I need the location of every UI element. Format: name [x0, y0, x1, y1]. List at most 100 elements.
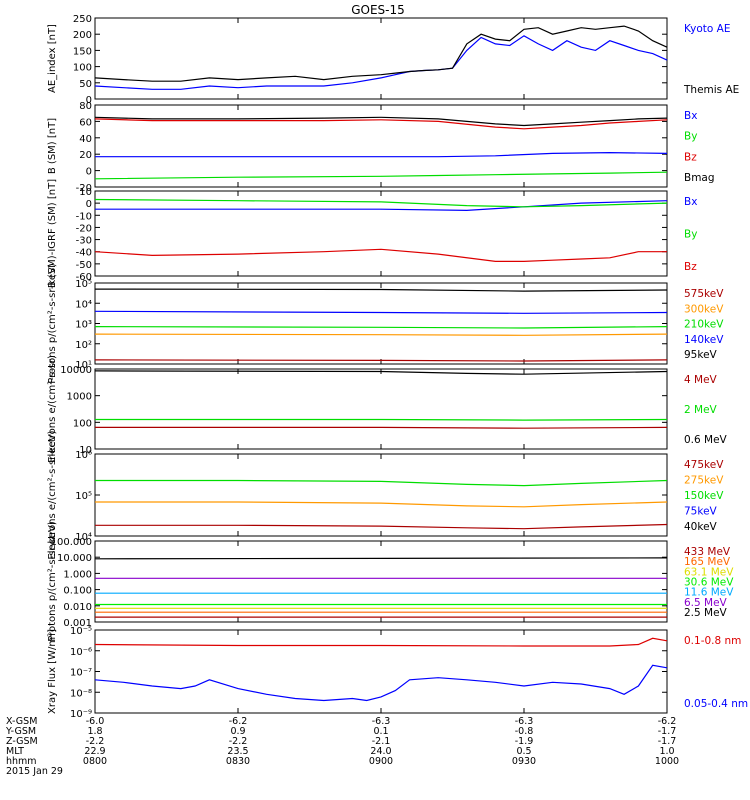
- y-tick-label: 40: [79, 134, 92, 145]
- series-line-0-1-0-8-nm: [94, 637, 668, 647]
- y-tick-label: -30: [76, 236, 92, 247]
- y-tick-label: -10: [76, 211, 92, 222]
- y-axis-label: AE_index [nT]: [47, 24, 58, 93]
- legend-entry: 140keV: [684, 334, 724, 346]
- footer-value: 1.0: [659, 746, 674, 757]
- footer-value: 0.5: [516, 746, 531, 757]
- panel-frame: [94, 282, 668, 365]
- y-tick-label: 60: [79, 117, 92, 128]
- y-tick-label: 100: [73, 418, 92, 429]
- y-tick-label: 10000: [60, 365, 92, 376]
- footer-value: -2.2: [229, 736, 248, 747]
- y-tick-label: 250: [73, 14, 92, 25]
- footer-value: -6.2: [229, 716, 248, 727]
- footer-value: -6.2: [658, 716, 677, 727]
- legend-entry: 475keV: [684, 459, 724, 471]
- footer-value: 23.5: [227, 746, 248, 757]
- footer-row-label: Z-GSM: [6, 736, 38, 747]
- series-line-140kev: [94, 310, 668, 314]
- y-axis-label: Electrons e/(cm²-s-sr): [47, 355, 58, 463]
- legend-entry: Bx: [684, 196, 697, 208]
- y-tick-label: 10: [79, 187, 92, 198]
- legend-entry: 0.1-0.8 nm: [684, 635, 741, 647]
- y-tick-label: 10⁻⁷: [70, 668, 92, 679]
- series-line-475kev: [95, 523, 668, 530]
- y-tick-label: 10⁻⁶: [70, 647, 92, 658]
- y-tick-label: 80: [79, 101, 92, 112]
- legend-entry: 210keV: [684, 319, 724, 331]
- legend-entry: 63.1 MeV: [684, 566, 734, 578]
- footer-row-label: MLT: [6, 746, 24, 757]
- y-tick-label: -20: [76, 183, 92, 194]
- series-line-4-mev: [95, 426, 668, 429]
- legend-entry: Themis AE: [683, 84, 739, 96]
- series-line-bz: [94, 118, 668, 130]
- y-tick-label: -40: [76, 248, 92, 259]
- legend-entry: 165 MeV: [684, 556, 731, 568]
- series-line-bz: [94, 248, 667, 262]
- date-label: 2015 Jan 29: [6, 766, 63, 777]
- y-tick-label: 0: [86, 95, 92, 106]
- x-axis-footer: X-GSM -6.0 -6.2 -6.3 -6.3 -6.2Y-GSM 1.8 0.9 0.1-…: [5, 716, 679, 777]
- series-line-by: [94, 198, 668, 208]
- legend-entry: 75keV: [684, 506, 718, 518]
- y-tick-label: 20: [79, 150, 92, 161]
- legend-entry: By: [684, 131, 697, 143]
- y-tick-label: 10⁴: [75, 299, 92, 310]
- legend-entry: 433 MeV: [684, 546, 731, 558]
- series-line-300kev: [94, 333, 668, 336]
- y-tick-label: 1000: [67, 392, 92, 403]
- panel-6: 10⁴ 10⁵ 10⁶ Electrons e/(cm²-s-sr-keV) 475ke…: [47, 430, 724, 559]
- y-axis-label: Protons p/(cm²-s-sr-keV): [47, 521, 58, 642]
- legend-entry: Kyoto AE: [684, 23, 730, 35]
- y-tick-label: -20: [76, 223, 92, 234]
- legend-entry: 40keV: [684, 521, 718, 533]
- panel-7: 0.001 0.010 0.100 1.000 10.000 100.000Protons…: [47, 521, 734, 642]
- legend-entry: 2 MeV: [684, 404, 718, 416]
- series-line-95kev: [94, 288, 668, 292]
- series-line-bx: [95, 151, 668, 158]
- panel-frame: [94, 453, 668, 537]
- panel-1: 0 50 100 150 200 250 AE_index [nT] Kyoto AE Them…: [47, 14, 739, 106]
- legend-entry: 11.6 MeV: [684, 587, 734, 599]
- footer-row-label: hhmm: [6, 756, 37, 767]
- legend-entry: 95keV: [684, 349, 718, 361]
- footer-value: 0930: [512, 756, 536, 767]
- legend-entry: 575keV: [684, 288, 724, 300]
- legend-entry: Bz: [684, 261, 697, 273]
- y-tick-label: 100: [73, 63, 92, 74]
- panel-2: -20 0 20 40 60 80 B (SM) [nT] Bx By Bz Bmag: [47, 101, 715, 194]
- y-tick-label: 10⁵: [75, 279, 92, 290]
- footer-value: 0800: [83, 756, 107, 767]
- footer-value: 0830: [226, 756, 250, 767]
- y-tick-label: -50: [76, 260, 92, 271]
- footer-value: -0.8: [515, 726, 534, 737]
- panel-frame: [94, 17, 668, 100]
- footer-value: -6.3: [515, 716, 534, 727]
- y-tick-label: 0.100: [63, 586, 92, 597]
- legend-entry: 0.05-0.4 nm: [684, 698, 748, 710]
- legend-entry: 150keV: [684, 490, 724, 502]
- footer-value: -1.7: [658, 726, 677, 737]
- footer-value: -6.0: [86, 716, 105, 727]
- panel-frame: [94, 190, 668, 277]
- y-tick-label: 10⁻⁵: [70, 626, 92, 637]
- series-line-0-05-0-4-nm: [94, 664, 668, 702]
- legend-entry: 2.5 MeV: [684, 607, 728, 619]
- legend-entry: 275keV: [684, 475, 724, 487]
- footer-value: 1.8: [87, 726, 102, 737]
- footer-value: -2.1: [372, 736, 391, 747]
- footer-value: 1000: [655, 756, 679, 767]
- panel-frame: [94, 540, 668, 623]
- y-tick-label: 10³: [75, 320, 92, 331]
- series-line-150kev: [95, 479, 668, 487]
- footer-value: 0900: [369, 756, 393, 767]
- y-tick-label: 10⁵: [75, 491, 92, 502]
- panel-frame: [94, 368, 668, 450]
- y-tick-label: 10⁻⁸: [70, 688, 92, 699]
- footer-value: -1.9: [515, 736, 534, 747]
- series-line-2-mev: [95, 418, 668, 421]
